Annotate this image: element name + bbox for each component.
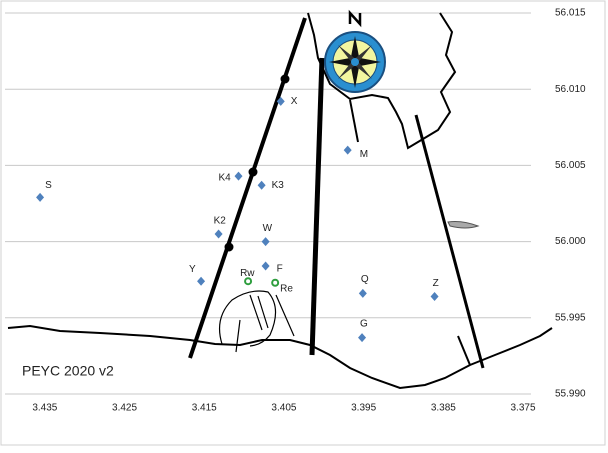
transect-line [414, 114, 485, 369]
point-label: Y [189, 264, 196, 275]
coastline-north [307, 12, 457, 150]
point-label: K3 [272, 180, 285, 191]
point-label: K4 [219, 173, 232, 184]
x-tick-label: 3.395 [351, 403, 376, 414]
y-tick-label: 56.000 [555, 236, 586, 247]
x-tick-label: 3.405 [271, 403, 296, 414]
y-tick-label: 56.005 [555, 160, 586, 171]
x-tick-label: 3.415 [192, 403, 217, 414]
point-label: S [45, 180, 52, 191]
y-tick-label: 56.010 [555, 84, 586, 95]
transect-line [349, 99, 359, 143]
point-label: G [360, 318, 368, 329]
transect-line [309, 57, 325, 356]
point [36, 192, 45, 202]
point [197, 276, 206, 286]
point-label: Re [280, 283, 293, 294]
transect-point [224, 242, 234, 252]
point [261, 261, 270, 271]
grid [5, 12, 531, 395]
point [257, 180, 266, 190]
x-tick-label: 3.385 [431, 403, 456, 414]
point [358, 288, 367, 298]
coastline [7, 324, 553, 390]
point [271, 278, 280, 287]
x-tick-label: 3.435 [32, 403, 57, 414]
point [358, 333, 367, 343]
transect-point [280, 74, 290, 84]
point [343, 145, 352, 155]
point [430, 291, 439, 301]
point-label: Q [361, 274, 369, 285]
point [276, 96, 285, 106]
point [244, 277, 253, 286]
annotation: PEYC 2020 v2 [22, 363, 114, 379]
point-label: X [291, 96, 298, 107]
island [447, 221, 480, 229]
point-label: M [360, 149, 368, 160]
harbour [219, 290, 295, 353]
point [214, 229, 223, 239]
point-label: K2 [214, 216, 227, 227]
point-label: Rw [240, 268, 255, 279]
points: S X K4 K3 M K2 W F Y Q Z G Rw Re [36, 96, 439, 343]
transect-point [248, 167, 258, 177]
y-tick-label: 55.990 [555, 389, 586, 400]
compass [324, 9, 386, 93]
point [234, 171, 243, 181]
point-label: F [277, 264, 283, 275]
x-tick-label: 3.425 [112, 403, 137, 414]
y-tick-label: 56.015 [555, 8, 586, 19]
point [261, 237, 270, 247]
point-label: W [263, 223, 273, 234]
x-tick-label: 3.375 [511, 403, 536, 414]
transect-line [457, 335, 471, 366]
map [7, 12, 553, 390]
point-label: Z [433, 278, 439, 289]
y-tick-label: 55.995 [555, 312, 586, 323]
